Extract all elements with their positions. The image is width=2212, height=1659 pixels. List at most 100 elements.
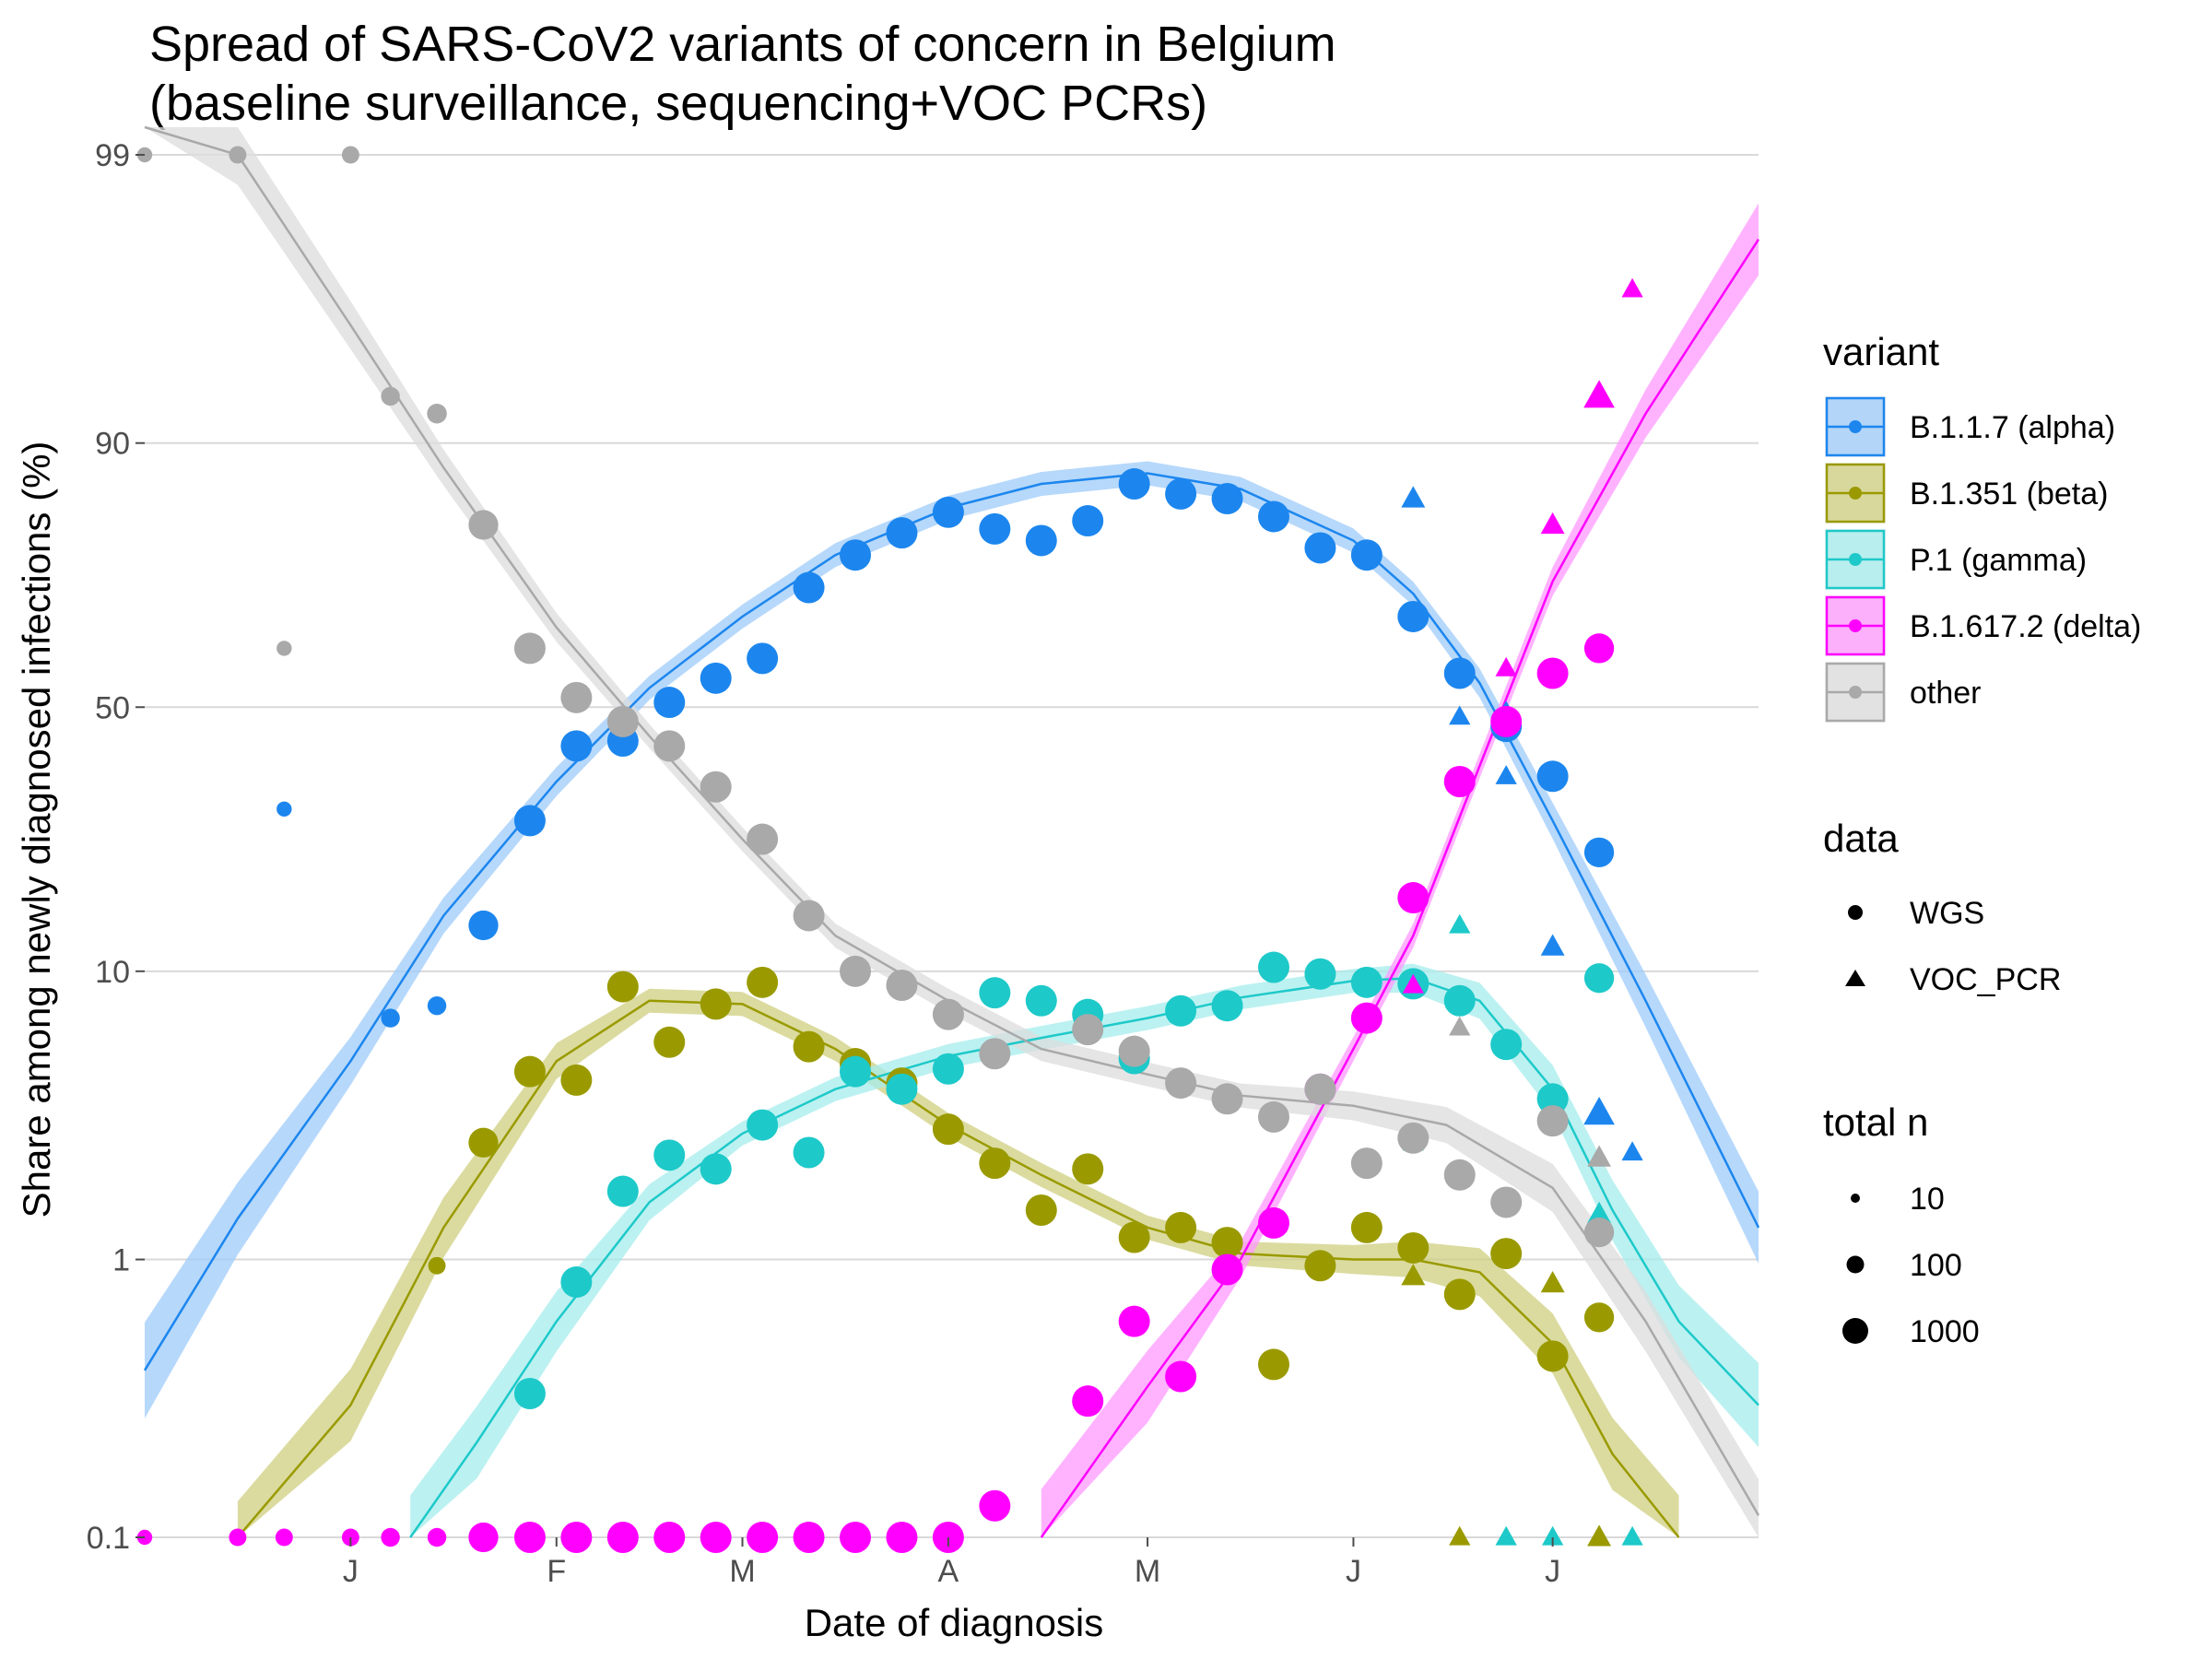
data-point: [1397, 1231, 1430, 1264]
band-3: [1041, 203, 1759, 1538]
data-point: [1397, 882, 1430, 914]
data-point: [381, 1008, 400, 1028]
data-point: [1257, 1100, 1289, 1133]
legend-key-point: [1849, 553, 1862, 566]
data-point: [840, 1055, 872, 1088]
data-point-triangle: [1495, 765, 1517, 784]
data-point: [560, 730, 593, 762]
data-point: [1443, 657, 1476, 689]
data-point: [793, 1136, 825, 1169]
data-point-triangle: [1401, 1264, 1426, 1286]
data-point: [793, 900, 825, 932]
legend-label-total-n: 1000: [1910, 1314, 1980, 1349]
data-point: [840, 1522, 872, 1553]
fit-line-3: [1040, 239, 1760, 1538]
data-point-triangle: [1495, 1525, 1517, 1546]
data-point: [381, 1527, 400, 1547]
data-point: [427, 995, 447, 1016]
data-point: [1536, 657, 1569, 689]
data-point: [932, 1053, 964, 1085]
data-point: [747, 966, 779, 998]
legend-size-circle-icon: [1851, 1194, 1860, 1203]
data-point: [1025, 524, 1057, 557]
data-point: [840, 539, 872, 571]
data-point: [427, 1527, 447, 1547]
data-point: [886, 517, 918, 549]
band-4: [145, 127, 1759, 1537]
legend-title-data: data: [1823, 817, 1899, 860]
data-point-triangle: [1449, 770, 1471, 790]
data-point: [886, 969, 918, 1001]
data-point: [1257, 951, 1289, 983]
legend-label-variant: P.1 (gamma): [1910, 543, 2087, 578]
data-point: [1443, 1278, 1476, 1311]
legend-variant-entries: B.1.1.7 (alpha) B.1.351 (beta) P.1 (gamma)…: [1825, 396, 2141, 723]
data-point: [1350, 1211, 1382, 1243]
data-point: [700, 771, 732, 803]
data-point: [1304, 958, 1336, 990]
data-point: [1118, 1221, 1150, 1253]
data-point: [1583, 963, 1615, 994]
data-point: [513, 1377, 546, 1409]
legend-key-point: [1849, 619, 1862, 632]
x-tick-label: M: [729, 1554, 755, 1589]
x-tick-label: A: [938, 1554, 959, 1589]
legend-key-point: [1849, 420, 1862, 433]
data-point: [229, 1528, 247, 1547]
data-point: [1350, 539, 1382, 571]
legend-shape-triangle-icon: [1845, 970, 1865, 986]
data-point: [653, 730, 686, 762]
data-point: [1350, 1147, 1382, 1180]
data-point: [1072, 505, 1104, 537]
legend-key-point: [1849, 487, 1862, 500]
legend-label-variant: other: [1910, 676, 1982, 711]
data-point-triangle: [1449, 1525, 1471, 1546]
data-point: [932, 1113, 964, 1146]
data-point: [468, 910, 499, 941]
data-point: [1304, 532, 1336, 564]
data-point: [606, 971, 639, 1003]
plot-panel: [136, 125, 1760, 1553]
data-point: [606, 1522, 639, 1553]
legend-size-circle-icon: [1846, 1255, 1865, 1274]
data-point-triangle: [1621, 1525, 1643, 1546]
data-point: [606, 705, 639, 737]
chart-title: Spread of SARS-CoV2 variants of concern …: [149, 17, 1336, 72]
data-point: [1350, 1002, 1382, 1034]
band-0: [145, 461, 1759, 1418]
data-point: [1536, 1083, 1569, 1115]
data-point: [1165, 1067, 1197, 1100]
fit-line-0: [143, 472, 1760, 1371]
y-tick-label: 10: [95, 955, 130, 990]
data-point-triangle: [1621, 277, 1643, 298]
data-point: [1165, 1211, 1197, 1243]
legend-label-total-n: 100: [1910, 1248, 1962, 1283]
data-point: [1536, 1105, 1569, 1137]
data-point: [747, 1522, 779, 1553]
data-point: [1304, 1250, 1336, 1282]
data-point: [1443, 984, 1476, 1017]
data-point: [1397, 1122, 1430, 1154]
data-point: [1350, 966, 1382, 998]
data-point: [276, 641, 292, 656]
data-point: [1072, 1385, 1104, 1418]
legend-label-variant: B.1.351 (beta): [1910, 477, 2108, 512]
x-tick-label: F: [547, 1554, 566, 1589]
data-point: [653, 1026, 686, 1058]
data-point: [1490, 1238, 1523, 1270]
data-point: [793, 1522, 825, 1553]
data-point: [1211, 1253, 1243, 1286]
y-axis-title: Share among newly diagnosed infections (…: [15, 441, 58, 1218]
data-point-triangle: [1583, 380, 1615, 408]
fit-line-1: [236, 999, 1680, 1538]
data-point: [747, 823, 779, 855]
band-1: [237, 988, 1679, 1537]
data-point: [1025, 1194, 1057, 1226]
data-point: [793, 571, 825, 604]
data-point-triangle: [1587, 1145, 1611, 1167]
data-point: [1211, 990, 1243, 1022]
y-tick-label: 1: [112, 1243, 130, 1278]
data-point: [1211, 483, 1243, 515]
legend-title-total-n: total n: [1823, 1100, 1928, 1144]
